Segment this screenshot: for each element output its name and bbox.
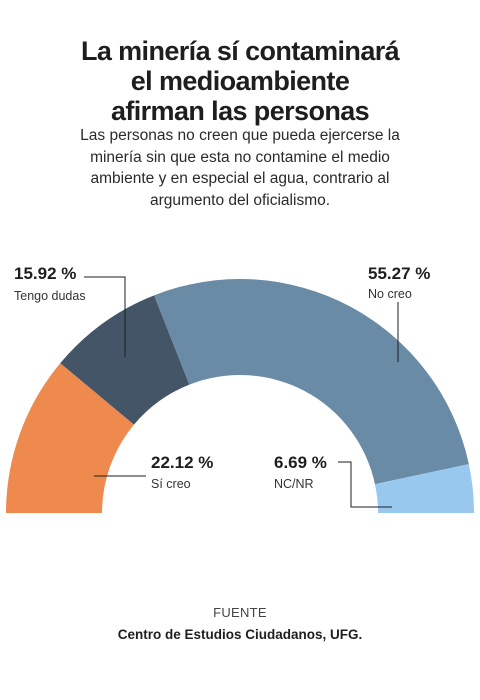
slice-nc-nr bbox=[374, 464, 474, 513]
value-label-tengo-dudas: 15.92 % bbox=[14, 264, 76, 283]
subtitle-line-1: Las personas no creen que pueda ejercers… bbox=[80, 127, 400, 144]
title-line-2: el medioambiente bbox=[130, 66, 350, 96]
subtitle-line-4: argumento del oficialismo. bbox=[149, 191, 331, 209]
chart-title: La minería sí contaminará el medioambien… bbox=[0, 36, 480, 126]
category-label-si-creo: Sí creo bbox=[151, 477, 191, 491]
category-label-nc-nr: NC/NR bbox=[274, 477, 314, 491]
title-line-1: La minería sí contaminará bbox=[80, 36, 400, 66]
source-text: Centro de Estudios Ciudadanos, UFG. bbox=[117, 627, 363, 642]
subtitle-line-2: minería sin que esta no contamine el med… bbox=[90, 148, 390, 166]
value-label-si-creo: 22.12 % bbox=[151, 453, 213, 472]
leader-nc-nr bbox=[338, 461, 392, 508]
label-leader-lines bbox=[84, 276, 399, 508]
category-label-no-creo: No creo bbox=[368, 287, 412, 301]
chart-slices bbox=[6, 279, 474, 513]
subtitle-line-3: ambiente y en especial el agua, contrari… bbox=[90, 170, 390, 187]
category-label-tengo-dudas: Tengo dudas bbox=[14, 289, 86, 303]
title-line-3: afirman las personas bbox=[110, 96, 370, 126]
value-label-nc-nr: 6.69 % bbox=[274, 453, 327, 472]
value-label-no-creo: 55.27 % bbox=[368, 264, 430, 283]
slice-tengo-dudas bbox=[60, 295, 190, 425]
chart-subtitle: Las personas no creen que pueda ejercers… bbox=[60, 125, 420, 211]
leader-tengo-dudas bbox=[84, 276, 126, 357]
slice-no-creo bbox=[154, 279, 469, 485]
source-label: FUENTE bbox=[213, 605, 267, 620]
